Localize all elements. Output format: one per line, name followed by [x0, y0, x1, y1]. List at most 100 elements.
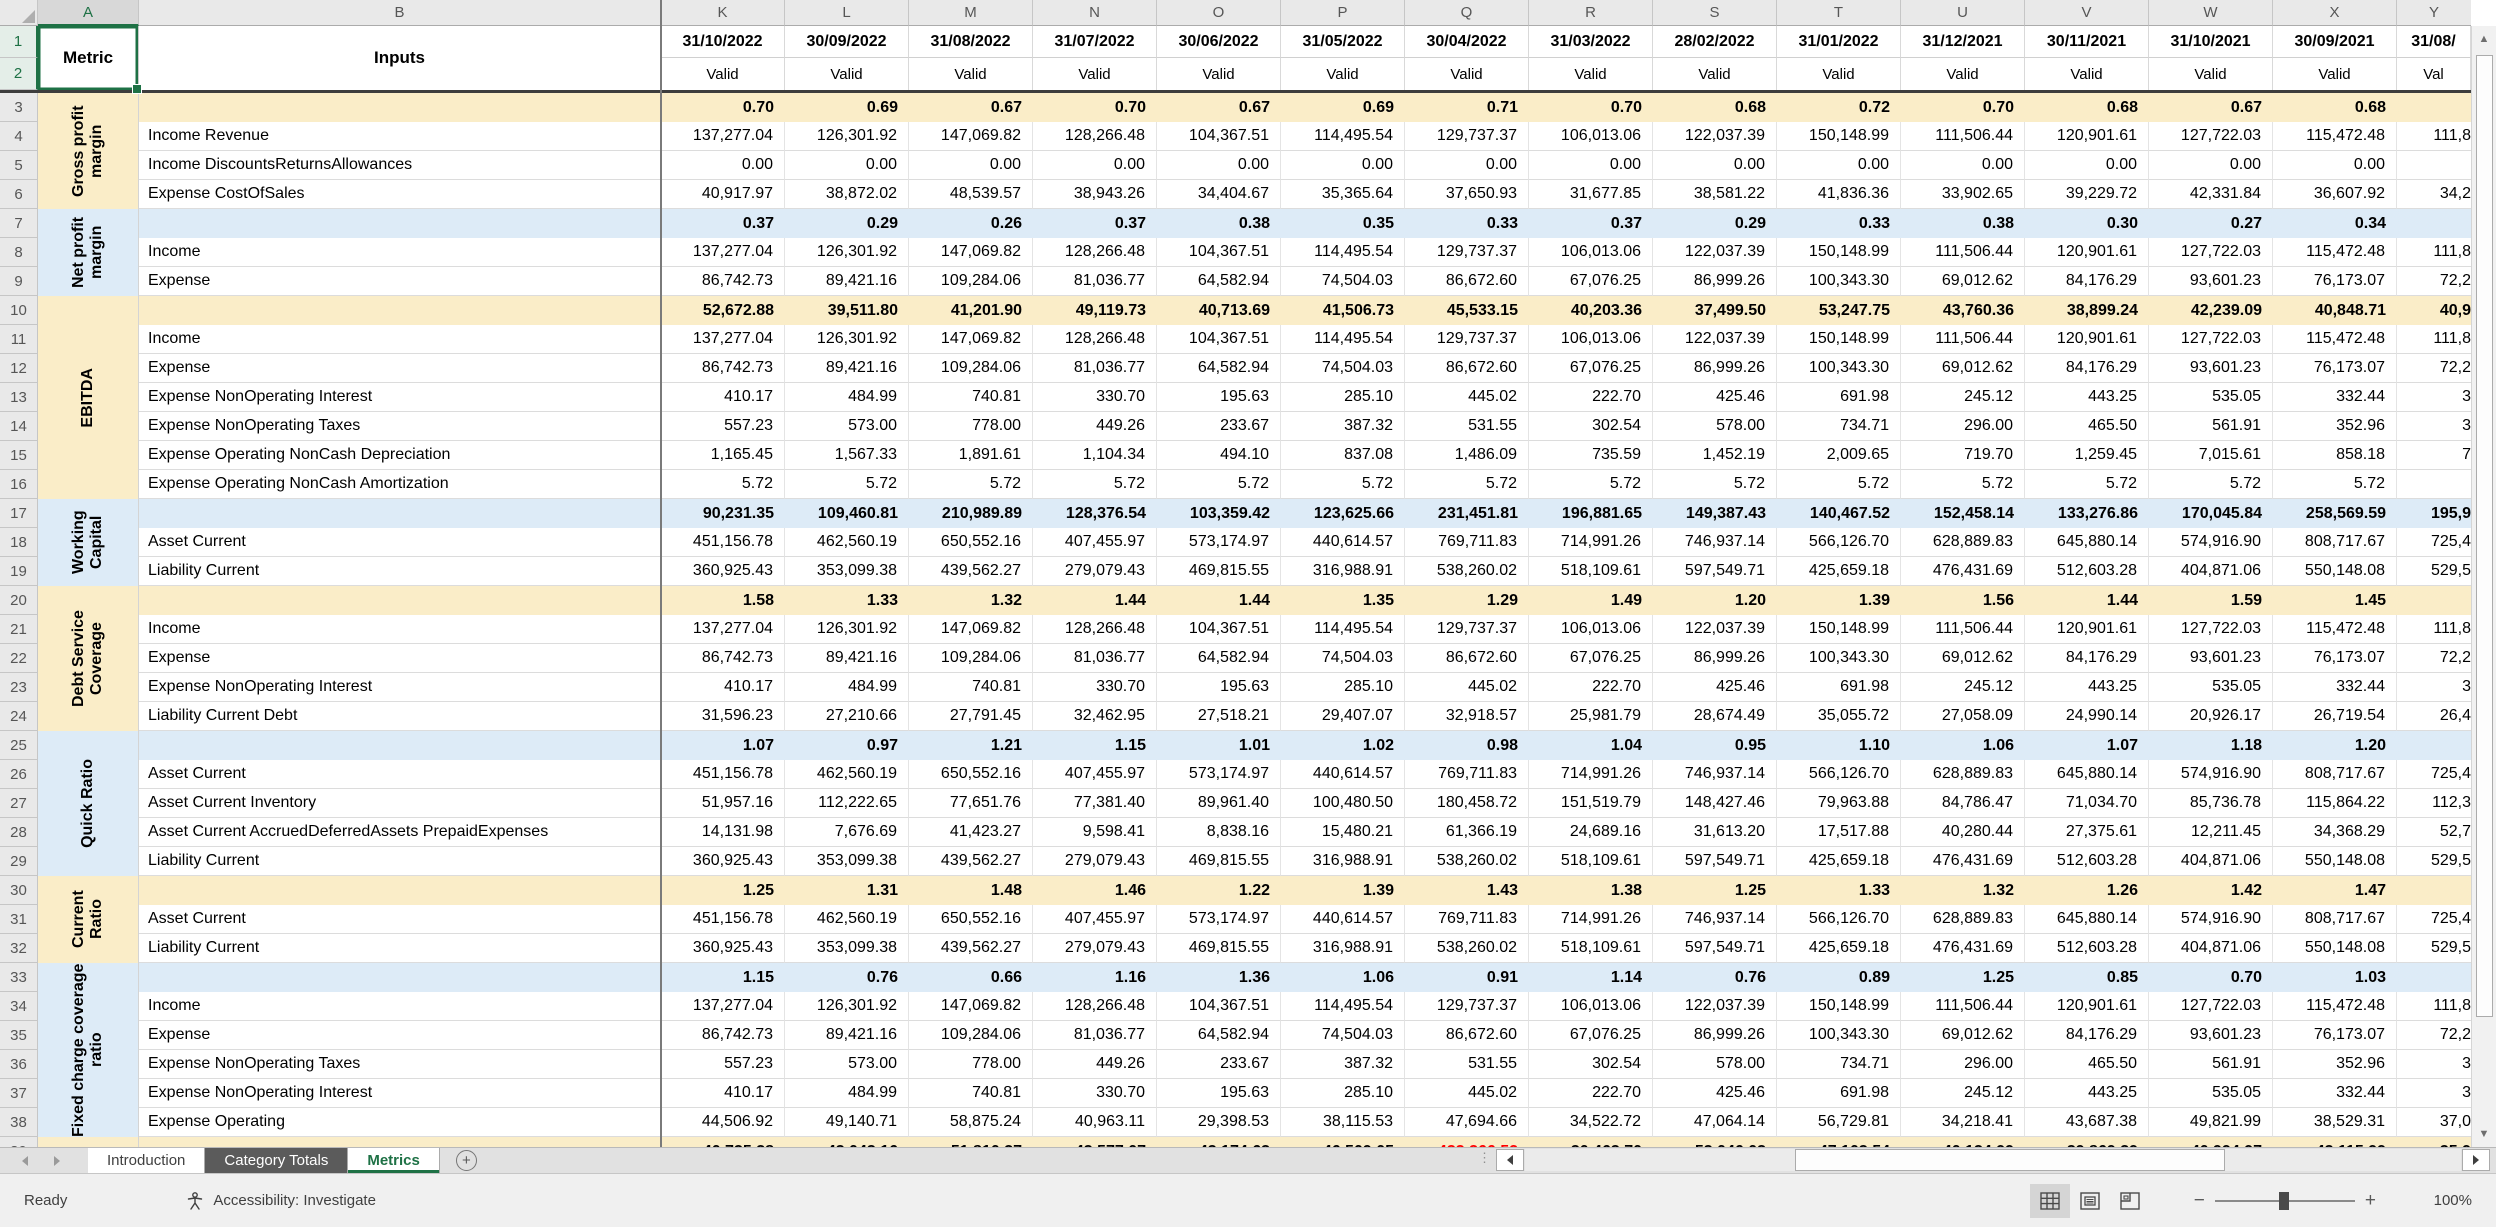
zoom-out-button[interactable]: − [2193, 1189, 2205, 1211]
cell-N37[interactable]: 330.70 [1033, 1079, 1157, 1108]
row-header-38[interactable]: 38 [0, 1108, 38, 1137]
cell-K7[interactable]: 0.37 [742, 214, 774, 232]
cell-M17[interactable]: 210,989.89 [941, 504, 1022, 522]
cell-V38[interactable]: 43,687.38 [2025, 1108, 2149, 1137]
cell-U5[interactable]: 0.00 [1901, 151, 2025, 180]
cell-U23[interactable]: 245.12 [1901, 673, 2025, 702]
cell-X12[interactable]: 76,173.07 [2273, 354, 2397, 383]
cell-T15[interactable]: 2,009.65 [1777, 441, 1901, 470]
cell-X38[interactable]: 38,529.31 [2273, 1108, 2397, 1137]
selection-fill-handle[interactable] [132, 84, 142, 94]
cell-O17[interactable]: 103,359.42 [1189, 504, 1270, 522]
cell-R1-date[interactable]: 31/03/2022 [1529, 26, 1653, 58]
cell-N6[interactable]: 38,943.26 [1033, 180, 1157, 209]
cell-K22[interactable]: 86,742.73 [661, 644, 785, 673]
cell-U6[interactable]: 33,902.65 [1901, 180, 2025, 209]
cell-V9[interactable]: 84,176.29 [2025, 267, 2149, 296]
cell-R17[interactable]: 196,881.65 [1561, 504, 1642, 522]
cell-V13[interactable]: 443.25 [2025, 383, 2149, 412]
cell-R8[interactable]: 106,013.06 [1529, 238, 1653, 267]
cell-K16[interactable]: 5.72 [661, 470, 785, 499]
cell-K31[interactable]: 451,156.78 [661, 905, 785, 934]
cell-V30[interactable]: 1.26 [2106, 881, 2138, 899]
cell-U1-date[interactable]: 31/12/2021 [1901, 26, 2025, 58]
cell-B34[interactable]: Income [139, 992, 661, 1021]
cell-M8[interactable]: 147,069.82 [909, 238, 1033, 267]
cell-L20[interactable]: 1.33 [866, 591, 898, 609]
cell-P24[interactable]: 29,407.07 [1281, 702, 1405, 731]
cell-R35[interactable]: 67,076.25 [1529, 1021, 1653, 1050]
cell-L32[interactable]: 353,099.38 [785, 934, 909, 963]
cell-S18[interactable]: 746,937.14 [1653, 528, 1777, 557]
scroll-up-arrow-icon[interactable]: ▲ [2478, 33, 2490, 45]
cell-P38[interactable]: 38,115.53 [1281, 1108, 1405, 1137]
cell-P9[interactable]: 74,504.03 [1281, 267, 1405, 296]
cell-R6[interactable]: 31,677.85 [1529, 180, 1653, 209]
cell-B36[interactable]: Expense NonOperating Taxes [139, 1050, 661, 1079]
cell-K34[interactable]: 137,277.04 [661, 992, 785, 1021]
cell-X24[interactable]: 26,719.54 [2273, 702, 2397, 731]
cell-Q6[interactable]: 37,650.93 [1405, 180, 1529, 209]
cell-N3[interactable]: 0.70 [1114, 98, 1146, 116]
cell-B21[interactable]: Income [139, 615, 661, 644]
cell-Q9[interactable]: 86,672.60 [1405, 267, 1529, 296]
column-header-K[interactable]: K [661, 0, 785, 26]
cell-M9[interactable]: 109,284.06 [909, 267, 1033, 296]
cell-T39[interactable]: 47,103.54 [1777, 1137, 1901, 1148]
cell-B15[interactable]: Expense Operating NonCash Depreciation [139, 441, 661, 470]
cell-T13[interactable]: 691.98 [1777, 383, 1901, 412]
cell-P39[interactable]: 46,509.05 [1281, 1137, 1405, 1148]
cell-X11[interactable]: 115,472.48 [2273, 325, 2397, 354]
cell-Y32[interactable]: 529,5 [2397, 934, 2471, 963]
cell-T34[interactable]: 150,148.99 [1777, 992, 1901, 1021]
cell-L23[interactable]: 484.99 [785, 673, 909, 702]
cell-U2-status[interactable]: Valid [1901, 58, 2025, 90]
cell-B11[interactable]: Income [139, 325, 661, 354]
group-label-working-capital[interactable]: Working Capital [38, 499, 139, 586]
cell-W16[interactable]: 5.72 [2149, 470, 2273, 499]
cell-M5[interactable]: 0.00 [909, 151, 1033, 180]
cell-K11[interactable]: 137,277.04 [661, 325, 785, 354]
cell-S13[interactable]: 425.46 [1653, 383, 1777, 412]
column-header-P[interactable]: P [1281, 0, 1405, 26]
cell-P23[interactable]: 285.10 [1281, 673, 1405, 702]
cell-U15[interactable]: 719.70 [1901, 441, 2025, 470]
cell-Q2-status[interactable]: Valid [1405, 58, 1529, 90]
row-header-22[interactable]: 22 [0, 644, 38, 673]
cell-O14[interactable]: 233.67 [1157, 412, 1281, 441]
cell-B33[interactable] [139, 963, 661, 992]
cell-Y9[interactable]: 72,2 [2397, 267, 2471, 296]
cell-L31[interactable]: 462,560.19 [785, 905, 909, 934]
cell-K35[interactable]: 86,742.73 [661, 1021, 785, 1050]
cell-S25[interactable]: 0.95 [1734, 736, 1766, 754]
row-header-14[interactable]: 14 [0, 412, 38, 441]
cell-L19[interactable]: 353,099.38 [785, 557, 909, 586]
column-header-N[interactable]: N [1033, 0, 1157, 26]
cell-N18[interactable]: 407,455.97 [1033, 528, 1157, 557]
cell-V31[interactable]: 645,880.14 [2025, 905, 2149, 934]
cell-T37[interactable]: 691.98 [1777, 1079, 1901, 1108]
cell-V24[interactable]: 24,990.14 [2025, 702, 2149, 731]
sheet-tab-metrics[interactable]: Metrics [348, 1148, 440, 1173]
vertical-scrollbar-thumb[interactable] [2475, 55, 2493, 1017]
cell-T1-date[interactable]: 31/01/2022 [1777, 26, 1901, 58]
cell-P18[interactable]: 440,614.57 [1281, 528, 1405, 557]
row-header-36[interactable]: 36 [0, 1050, 38, 1079]
cell-R31[interactable]: 714,991.26 [1529, 905, 1653, 934]
cell-R34[interactable]: 106,013.06 [1529, 992, 1653, 1021]
column-header-Q[interactable]: Q [1405, 0, 1529, 26]
cell-S29[interactable]: 597,549.71 [1653, 847, 1777, 876]
cell-T24[interactable]: 35,055.72 [1777, 702, 1901, 731]
group-label-net-profit-margin[interactable]: Net profit margin [38, 209, 139, 296]
prev-sheet-arrow-icon[interactable] [22, 1155, 28, 1166]
cell-O16[interactable]: 5.72 [1157, 470, 1281, 499]
cell-X19[interactable]: 550,148.08 [2273, 557, 2397, 586]
cell-B31[interactable]: Asset Current [139, 905, 661, 934]
cell-P6[interactable]: 35,365.64 [1281, 180, 1405, 209]
cell-X10[interactable]: 40,848.71 [2314, 301, 2386, 319]
cell-X36[interactable]: 352.96 [2273, 1050, 2397, 1079]
cell-K29[interactable]: 360,925.43 [661, 847, 785, 876]
cell-U21[interactable]: 111,506.44 [1901, 615, 2025, 644]
cell-T4[interactable]: 150,148.99 [1777, 122, 1901, 151]
cell-T28[interactable]: 17,517.88 [1777, 818, 1901, 847]
